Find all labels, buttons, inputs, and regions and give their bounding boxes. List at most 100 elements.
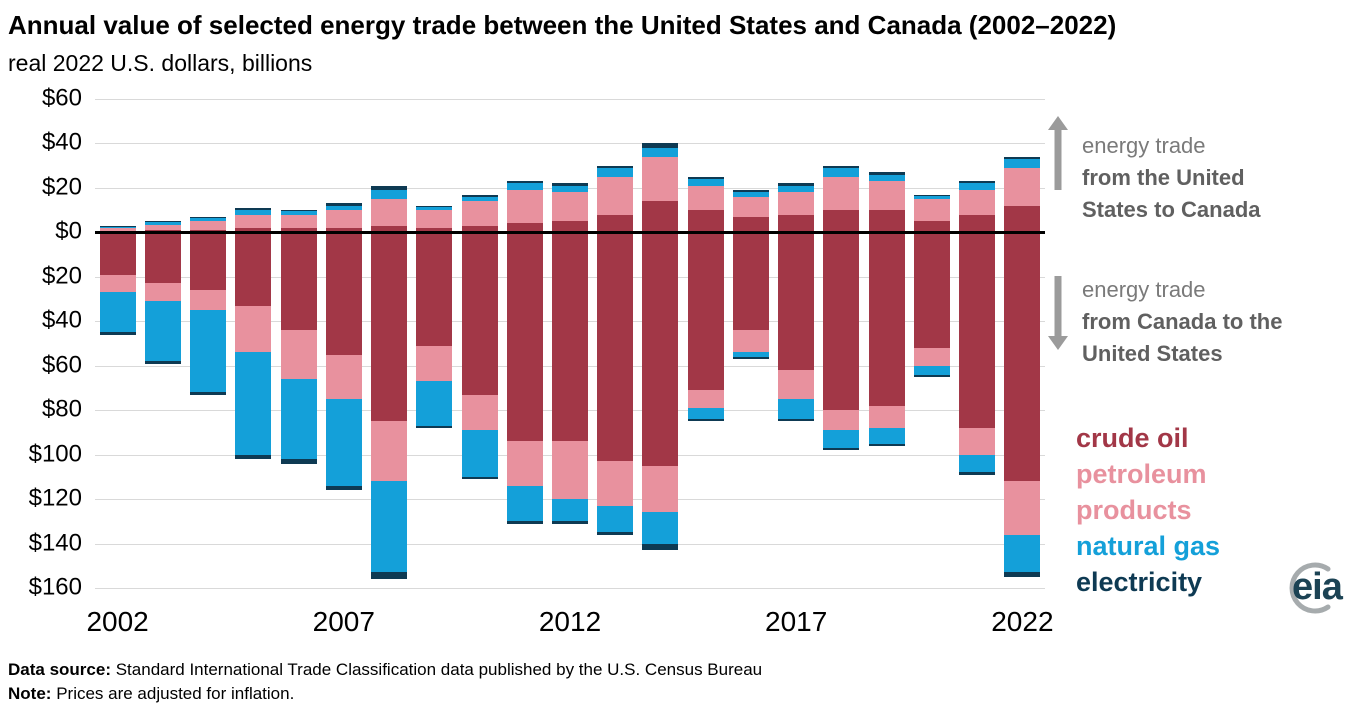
bar-segment-petroleum-products [732,196,769,217]
bar-segment-natural-gas [959,454,996,473]
bar-segment-crude-oil [913,221,950,233]
bar-segment-natural-gas [235,210,272,215]
bar-segment-electricity [552,521,588,524]
y-axis-label: $120 [28,484,82,512]
bar-segment-natural-gas [325,205,362,211]
bar-segment-petroleum-products [461,394,498,431]
x-axis-label: 2017 [765,606,828,637]
bar-segment-crude-oil [597,214,634,233]
bar-segment-crude-oil [99,232,136,275]
annotation-us-to-canada: energy trade from the United States to C… [1082,130,1360,226]
bar-segment-crude-oil [642,201,679,233]
bar-segment-natural-gas [1004,159,1041,168]
bar-segment-natural-gas [552,185,588,193]
bar-segment-electricity [868,172,905,175]
bar-segment-natural-gas [416,206,453,211]
bar-segment-electricity [325,485,362,491]
bar-segment-natural-gas [732,352,769,357]
bar-segment-petroleum-products [959,190,996,215]
eia-logo-swoosh-icon [1289,562,1331,614]
footer-note-text: Prices are adjusted for inflation. [56,684,295,703]
bar-segment-petroleum-products [913,199,950,222]
bar-segment-electricity [325,203,362,206]
bar-segment-electricity [280,459,317,464]
bar-segment-crude-oil [144,230,181,233]
bar-segment-petroleum-products [642,465,679,513]
annotation-canada-to-us: energy trade from Canada to the United S… [1082,274,1360,370]
bar-segment-petroleum-products [190,221,227,231]
bar-segment-crude-oil [687,232,724,391]
bar-segment-petroleum-products [1004,481,1041,535]
bar-segment-natural-gas [190,310,227,393]
bar-segment-natural-gas [416,381,453,426]
bar-segment-natural-gas [144,222,181,225]
bar-segment-crude-oil [416,232,453,346]
y-axis: $60 $40 $20 $0 $20 $40 $60 $80 $100 $120 $140 $160 [0,84,86,600]
bar-segment-electricity [190,392,227,395]
bar-segment-natural-gas [1004,534,1041,573]
bar-segment-natural-gas [642,147,679,157]
bar-segment-crude-oil [597,232,634,462]
bar-segment-natural-gas [99,292,136,333]
gridline [95,588,1045,589]
bar-segment-electricity [868,443,905,446]
bar-segment-crude-oil [325,227,362,233]
bar-segment-electricity [99,225,136,227]
bar-segment-crude-oil [687,210,724,233]
y-axis-label: $60 [41,351,82,379]
bar-segment-electricity [823,165,860,168]
bar-segment-natural-gas [642,512,679,544]
bar-segment-electricity [642,143,679,148]
bar-segment-natural-gas [868,174,905,182]
bar-segment-petroleum-products [506,190,543,224]
x-axis-label: 2007 [312,606,375,637]
bar-segment-natural-gas [325,399,362,486]
bar-segment-electricity [506,521,543,524]
bar-segment-petroleum-products [913,347,950,366]
y-axis-label: $160 [28,573,82,601]
bar-segment-electricity [552,183,588,186]
bar-segment-natural-gas [823,430,860,448]
bar-segment-electricity [461,476,498,480]
bar-segment-electricity [280,210,317,212]
bar-segment-petroleum-products [144,224,181,231]
bar-segment-crude-oil [959,214,996,233]
bar-segment-petroleum-products [597,176,634,215]
bar-segment-natural-gas [687,179,724,186]
bar-segment-crude-oil [913,232,950,348]
bar-segment-crude-oil [190,230,227,233]
bar-segment-crude-oil [144,232,181,284]
bar-segment-petroleum-products [506,441,543,486]
bar-segment-petroleum-products [959,427,996,455]
annotation-line: from the United [1082,165,1245,190]
bar-segment-natural-gas [959,183,996,191]
bar-segment-electricity [823,447,860,451]
bar-segment-electricity [235,207,272,211]
bar-segment-electricity [687,176,724,179]
y-axis-label: $100 [28,440,82,468]
bar-segment-petroleum-products [235,214,272,228]
bar-segment-natural-gas [461,430,498,477]
bar-segment-petroleum-products [552,441,588,500]
bar-segment-petroleum-products [687,185,724,211]
bar-segment-petroleum-products [823,176,860,211]
bar-segment-natural-gas [552,499,588,522]
bar-segment-electricity [235,454,272,460]
bar-segment-petroleum-products [235,305,272,353]
gridline [95,99,1045,100]
bar-segment-crude-oil [461,225,498,233]
bar-segment-petroleum-products [1004,167,1041,206]
bar-segment-natural-gas [144,301,181,362]
bar-segment-electricity [732,190,769,193]
bar-segment-crude-oil [235,227,272,233]
bar-segment-crude-oil [778,214,815,233]
bar-segment-petroleum-products [732,330,769,353]
bar-segment-petroleum-products [280,330,317,380]
bar-segment-electricity [99,332,136,335]
bar-segment-petroleum-products [99,227,136,232]
bar-segment-electricity [959,181,996,184]
bar-segment-petroleum-products [642,156,679,202]
bar-segment-natural-gas [597,167,634,177]
y-axis-label: $20 [41,173,82,201]
